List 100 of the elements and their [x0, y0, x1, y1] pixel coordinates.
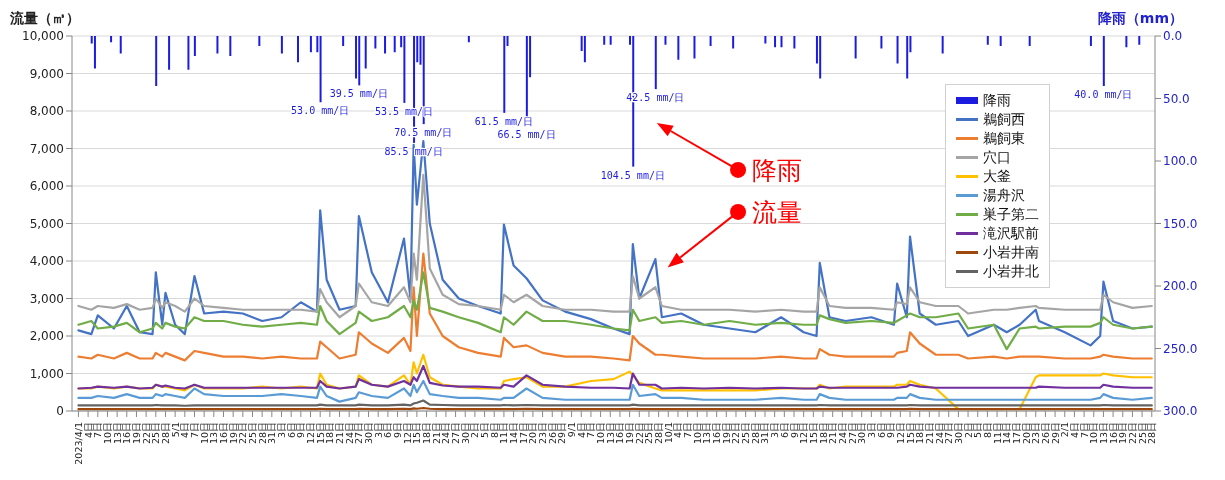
x-tick-label: 7日	[1078, 422, 1090, 439]
x-tick-label: 31日	[759, 422, 771, 445]
x-tick-label: 29日	[1049, 422, 1061, 445]
bar	[506, 36, 509, 46]
x-tick-label: 15日	[807, 422, 819, 445]
bar	[110, 36, 113, 43]
line-series	[77, 364, 1153, 390]
bar	[896, 36, 899, 64]
x-tick-label: 5日	[972, 422, 984, 439]
x-tick-label: 3日	[372, 422, 384, 439]
bar	[880, 36, 883, 49]
bar	[986, 36, 989, 45]
bar	[693, 36, 696, 59]
bar	[709, 36, 712, 46]
y-tick-label: 5,000	[29, 216, 64, 231]
x-tick-label: 27日	[353, 422, 365, 445]
x-tick-label: 11日	[991, 422, 1003, 445]
legend-label: 鵜飼西	[983, 110, 1025, 129]
x-tick-label: 27日	[450, 422, 462, 445]
y-tick-label: 8,000	[29, 104, 64, 119]
legend-label: 小岩井南	[983, 243, 1039, 262]
bar	[774, 36, 777, 48]
x-tick-label: 12日	[305, 422, 317, 445]
bar	[187, 36, 190, 70]
x-tick-label: 12日	[798, 422, 810, 445]
bar	[780, 36, 783, 48]
x-tick-label: 30日	[459, 422, 471, 445]
x-tick-label: 30日	[856, 422, 868, 445]
x-tick-label: 19日	[720, 422, 732, 445]
y2-tick-label: 300.0	[1163, 404, 1198, 419]
x-tick-label: 16日	[614, 422, 626, 445]
x-tick-label: 13日	[208, 422, 220, 445]
bar	[1089, 36, 1092, 46]
x-tick-label: 9/1	[566, 422, 578, 438]
x-tick-label: 22日	[237, 422, 249, 445]
x-tick-label: 18日	[817, 422, 829, 445]
x-tick-label: 11日	[498, 422, 510, 445]
x-tick-label: 15日	[314, 422, 326, 445]
x-tick-label: 24日	[836, 422, 848, 445]
legend-label: 滝沢駅前	[983, 224, 1039, 243]
data-label: 40.0 mm/日	[1074, 89, 1133, 100]
x-tick-label: 23日	[1030, 422, 1042, 445]
bar	[374, 36, 377, 49]
x-tick-label: 7日	[585, 422, 597, 439]
x-tick-label: 27日	[943, 422, 955, 445]
y-tick-label: 6,000	[29, 179, 64, 194]
x-tick-label: 19日	[624, 422, 636, 445]
x-tick-label: 14日	[508, 422, 520, 445]
x-tick-label: 12日	[894, 422, 906, 445]
x-tick-label: 6日	[285, 422, 297, 439]
bar	[216, 36, 219, 54]
bar	[999, 36, 1002, 46]
x-tick-label: 7日	[188, 422, 200, 439]
x-tick-label: 22日	[140, 422, 152, 445]
bar	[941, 36, 944, 54]
data-label: 39.5 mm/日	[329, 88, 388, 100]
bar	[854, 36, 857, 59]
x-tick-label: 25日	[247, 422, 258, 445]
y-tick-label: 1,000	[29, 366, 64, 381]
x-tick-label: 3日	[865, 422, 877, 439]
x-tick-label: 16日	[1107, 422, 1119, 445]
x-tick-label: 13日	[111, 422, 123, 445]
legend-label: 鵜飼東	[983, 129, 1025, 148]
x-tick-label: 4日	[1068, 422, 1080, 439]
x-tick-label: 7日	[92, 422, 104, 439]
x-tick-label: 2/1	[1059, 422, 1071, 438]
bar	[229, 36, 232, 56]
y2-tick-label: 150.0	[1163, 216, 1198, 231]
x-tick-label: 30日	[363, 422, 375, 445]
x-tick-label: 16日	[217, 422, 229, 445]
y-tick-label: 2,000	[29, 329, 64, 344]
bar	[193, 36, 196, 56]
legend-label: 小岩井北	[983, 262, 1039, 281]
x-tick-label: 10/1	[662, 422, 674, 444]
x-tick-label: 17日	[517, 422, 529, 445]
x-tick-label: 26日	[1039, 422, 1051, 445]
x-tick-label: 2日	[962, 422, 974, 439]
x-tick-label: 6日	[875, 422, 887, 439]
bar	[419, 36, 422, 65]
bar	[1138, 36, 1141, 45]
x-tick-label: 20日	[1020, 422, 1032, 445]
legend-label: 巣子第二	[983, 205, 1039, 224]
x-tick-label: 24日	[440, 422, 452, 445]
bar	[503, 36, 506, 113]
data-label: 53.0 mm/日	[291, 105, 350, 117]
bar	[403, 36, 406, 103]
x-tick-label: 20日	[527, 422, 539, 445]
y-tick-label: 7,000	[29, 141, 64, 156]
x-tick-label: 2日	[469, 422, 481, 439]
bar	[393, 36, 396, 53]
bar	[297, 36, 300, 63]
x-tick-label: 6日	[382, 422, 394, 439]
x-tick-label: 18日	[421, 422, 433, 445]
x-tick-label: 3日	[769, 422, 781, 439]
x-tick-label: 10日	[101, 422, 113, 445]
data-label: 104.5 mm/日	[600, 169, 665, 181]
bar	[609, 36, 612, 45]
x-tick-label: 9日	[392, 422, 404, 439]
x-tick-label: 24日	[343, 422, 355, 445]
bar	[906, 36, 909, 79]
